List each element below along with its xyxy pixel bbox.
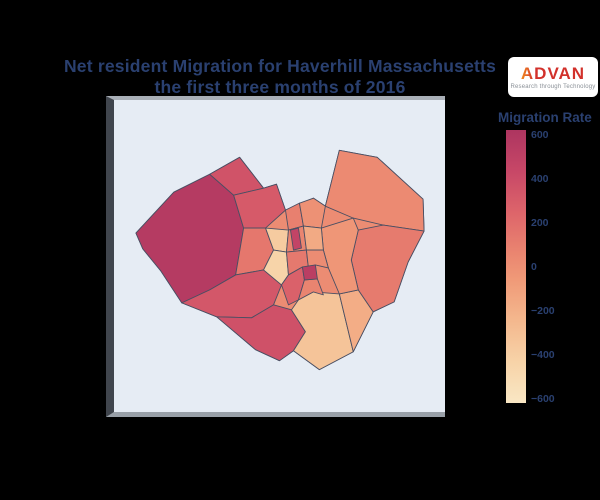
map-region[interactable]	[302, 225, 324, 251]
colorbar-tick-label: 0	[531, 261, 537, 273]
chart-title: Net resident Migration for Haverhill Mas…	[0, 56, 560, 98]
map-regions	[135, 149, 425, 371]
plot-area	[106, 96, 445, 417]
map-region[interactable]	[301, 264, 318, 281]
map-region[interactable]	[324, 149, 425, 232]
advan-logo-text: ADVAN	[521, 65, 585, 82]
map-region[interactable]	[305, 249, 329, 269]
colorbar-gradient	[506, 130, 526, 403]
colorbar-title: Migration Rate	[498, 110, 592, 125]
chart-title-line1: Net resident Migration for Haverhill Mas…	[63, 56, 497, 76]
advan-logo: ADVAN Research through Technology	[508, 57, 598, 97]
colorbar-tick-label: 200	[531, 217, 549, 229]
colorbar-tick-label: 400	[531, 173, 549, 185]
chart-title-line2: the first three months of 2016	[154, 77, 406, 97]
choropleth-map	[135, 149, 425, 371]
colorbar-tick-labels: 600 400 200 0 −200 −400 −600	[531, 129, 591, 405]
colorbar-tick-label: −400	[531, 349, 555, 361]
colorbar-tick-label: 600	[531, 129, 549, 141]
map-region[interactable]	[298, 197, 326, 229]
advan-logo-tagline: Research through Technology	[510, 83, 596, 90]
advan-logo-letter-a: A	[520, 63, 535, 83]
map-region[interactable]	[290, 227, 302, 251]
colorbar-tick-label: −600	[531, 393, 555, 405]
advan-logo-rest: DVAN	[534, 63, 586, 83]
colorbar-tick-label: −200	[531, 305, 555, 317]
